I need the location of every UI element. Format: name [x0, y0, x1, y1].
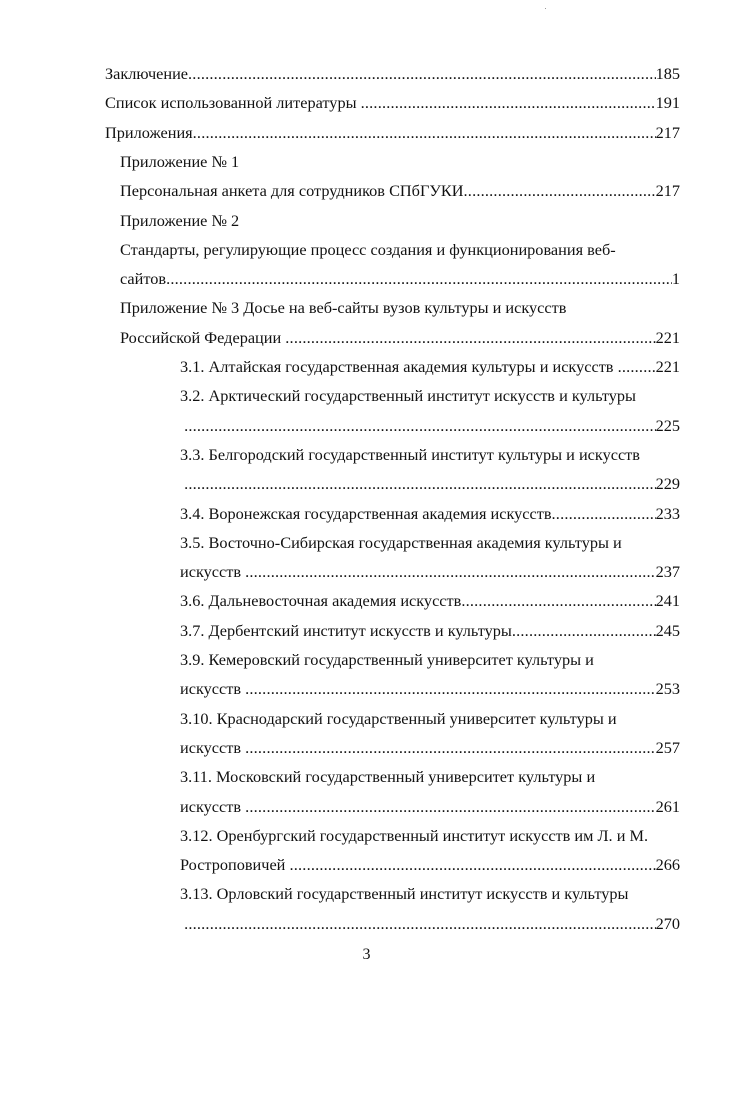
toc-entry[interactable]: Приложение № 3 Досье на веб-сайты вузов … [0, 298, 680, 318]
dot-leader: ........................................… [551, 503, 656, 523]
toc-entry[interactable]: искусств ...............................… [0, 562, 680, 582]
toc-entry-page: 257 [655, 737, 680, 757]
toc-entry-title: 3.1. Алтайская государственная академия … [180, 357, 618, 376]
toc-entry[interactable]: искусств ...............................… [0, 738, 680, 758]
toc-entry[interactable]: 3.9. Кемеровский государственный универс… [0, 650, 680, 670]
toc-entry-page: 229 [655, 474, 680, 494]
toc-entry[interactable]: 3.5. Восточно-Сибирская государственная … [0, 533, 680, 553]
toc-entry-page: 217 [655, 122, 680, 142]
toc-entry[interactable]: 3.1. Алтайская государственная академия … [0, 357, 680, 377]
dot-leader: ........................................… [245, 562, 656, 582]
toc-entry-title: Приложения [105, 122, 193, 142]
dot-leader: ........................................… [461, 591, 656, 611]
toc-entry[interactable]: Приложения..............................… [0, 123, 680, 143]
scan-speck [545, 8, 546, 9]
toc-entry-page: 233 [655, 503, 680, 523]
toc-entry-page: 253 [655, 679, 680, 699]
toc-entry-title: Список использованной литературы [105, 93, 361, 113]
toc-entry[interactable]: ........................................… [0, 474, 680, 494]
toc-entry[interactable]: Стандарты, регулирующие процесс создания… [0, 240, 680, 260]
toc-entry-title: 3.6. Дальневосточная академия искусств [180, 591, 462, 611]
dot-leader: ........................................… [184, 913, 656, 933]
toc-entry[interactable]: 3.11. Московский государственный универс… [0, 767, 680, 787]
toc-entry-title: Российской Федерации [120, 327, 286, 347]
toc-entry[interactable]: 3.6. Дальневосточная академия искусств..… [0, 591, 680, 611]
toc-entry[interactable]: 3.13. Орловский государственный институт… [0, 884, 680, 904]
toc-entry[interactable]: 3.3. Белгородский государственный инстит… [0, 445, 680, 465]
toc-entry[interactable]: 3.4. Воронежская государственная академи… [0, 504, 680, 524]
toc-entry-page: 237 [655, 562, 680, 582]
toc-entry-title: Стандарты, регулирующие процесс создания… [120, 239, 616, 259]
toc-entry-title: 3.4. Воронежская государственная академи… [180, 503, 552, 523]
toc-entry-title: Приложение № 1 [120, 151, 240, 171]
toc-entry-page: 185 [655, 64, 680, 83]
dot-leader: ........................................… [184, 474, 656, 494]
toc-entry[interactable]: Приложение № 2 [0, 211, 680, 231]
dot-leader: ........................................… [184, 415, 656, 435]
dot-leader: ........................................… [188, 64, 656, 83]
dot-leader: ........................................… [617, 357, 656, 376]
toc-entry-page: 1 [671, 269, 680, 289]
toc-entry-title: 3.9. Кемеровский государственный универс… [180, 650, 594, 669]
toc-entry-title: искусств [180, 679, 246, 699]
toc-entry-page: 261 [655, 796, 680, 816]
toc-entry-page: 221 [655, 357, 680, 376]
toc-entry[interactable]: сайтов..................................… [0, 269, 680, 289]
page-number: 3 [362, 946, 371, 963]
dot-leader: ........................................… [511, 620, 656, 640]
dot-leader: ........................................… [289, 855, 655, 875]
toc-entry-title: сайтов [120, 269, 167, 289]
toc-entry-title: Ростроповичей [180, 855, 290, 875]
toc-entry-title: 3.3. Белгородский государственный инстит… [180, 444, 640, 464]
toc-entry[interactable]: 3.2. Арктический государственный институ… [0, 386, 680, 406]
toc-entry-page: 217 [655, 181, 680, 201]
dot-leader: ........................................… [245, 737, 656, 757]
toc-entry[interactable]: Персональная анкета для сотрудников СПбГ… [0, 181, 680, 201]
toc-entry[interactable]: Список использованной литературы .......… [0, 93, 680, 113]
toc-entry-page: 241 [655, 591, 680, 611]
toc-entry-title: 3.13. Орловский государственный институт… [180, 884, 629, 904]
dot-leader: ........................................… [192, 122, 656, 142]
toc-entry[interactable]: Приложение № 1 [0, 152, 680, 172]
toc-entry[interactable]: ........................................… [0, 416, 680, 436]
toc-entry-page: 191 [655, 93, 680, 113]
dot-leader: ........................................… [245, 679, 656, 699]
toc-entry-page: 270 [655, 913, 680, 933]
toc-entry-title: Приложение № 3 Досье на веб-сайты вузов … [120, 298, 567, 318]
toc-entry[interactable]: Ростроповичей ..........................… [0, 855, 680, 875]
toc-entry-title: 3.11. Московский государственный универс… [180, 767, 596, 787]
toc-entry-page: 221 [655, 327, 680, 347]
dot-leader: ........................................… [285, 327, 656, 347]
toc-entry-title: искусств [180, 796, 246, 816]
toc-entry[interactable]: искусств ...............................… [0, 797, 680, 817]
toc-entry-title: Заключение [105, 64, 189, 83]
toc-entry-page: 245 [655, 620, 680, 640]
toc-entry[interactable]: Российской Федерации ...................… [0, 328, 680, 348]
toc-entry[interactable]: 3.12. Оренбургский государственный инсти… [0, 826, 680, 846]
toc-entry-page: 225 [655, 415, 680, 435]
dot-leader: ........................................… [166, 269, 672, 289]
toc-entry-title: Приложение № 2 [120, 210, 240, 230]
toc-entry-title: 3.10. Краснодарский государственный унив… [180, 708, 617, 728]
dot-leader: ........................................… [463, 181, 656, 201]
toc-entry-title: 3.12. Оренбургский государственный инсти… [180, 825, 649, 845]
toc-entry-title: искусств [180, 562, 246, 582]
toc-entry[interactable]: 3.10. Краснодарский государственный унив… [0, 709, 680, 729]
dot-leader: ........................................… [245, 796, 656, 816]
toc-entry[interactable]: искусств ...............................… [0, 679, 680, 699]
dot-leader: ........................................… [360, 93, 656, 113]
toc-entry-title: 3.2. Арктический государственный институ… [180, 386, 637, 406]
toc-entry[interactable]: Заключение..............................… [0, 64, 680, 84]
toc-entry-title: Персональная анкета для сотрудников СПбГ… [120, 181, 464, 201]
toc-entry-title: 3.7. Дербентский институт искусств и кул… [180, 620, 512, 640]
toc-entry[interactable]: ........................................… [0, 914, 680, 934]
toc-entry-title: искусств [180, 737, 246, 757]
toc-entry-page: 266 [655, 855, 680, 875]
toc-entry-title: 3.5. Восточно-Сибирская государственная … [180, 532, 622, 552]
toc-entry[interactable]: 3.7. Дербентский институт искусств и кул… [0, 621, 680, 641]
